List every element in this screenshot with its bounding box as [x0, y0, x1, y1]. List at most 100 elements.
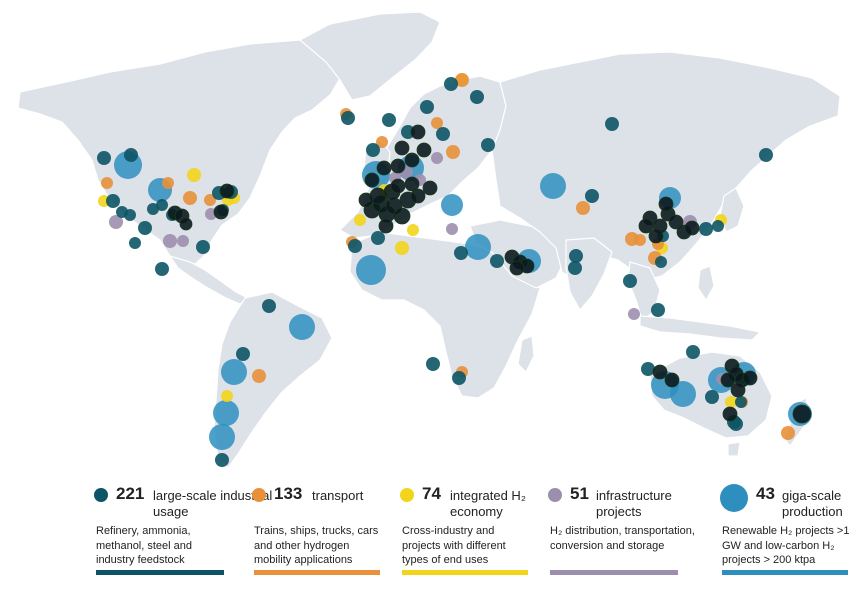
industrial-project-marker [569, 249, 583, 263]
industrial-project-marker [605, 117, 619, 131]
industrial-project-marker [436, 127, 450, 141]
legend-label-giga: giga-scale production [782, 488, 843, 519]
industrial-project-marker [735, 396, 747, 408]
industrial-project-marker [97, 151, 111, 165]
dense-project-marker [664, 372, 680, 388]
legend-dot-industrial [94, 488, 108, 502]
legend-count-giga: 43 [756, 484, 775, 503]
giga-project-marker [540, 173, 566, 199]
industrial-project-marker [585, 189, 599, 203]
industrial-project-marker [215, 453, 229, 467]
giga-project-marker [670, 381, 696, 407]
giga-project-marker [221, 359, 247, 385]
legend-dot-infrastructure [548, 488, 562, 502]
dense-project-marker [509, 260, 525, 276]
industrial-project-marker [568, 261, 582, 275]
dense-project-marker [394, 140, 410, 156]
transport-project-marker [634, 234, 646, 246]
legend-bar-infrastructure [550, 570, 678, 575]
industrial-project-marker [470, 90, 484, 104]
legend-dot-economy [400, 488, 414, 502]
legend-count-economy: 74 [422, 484, 441, 503]
dense-project-marker [416, 142, 432, 158]
industrial-project-marker [341, 111, 355, 125]
industrial-project-marker [452, 371, 466, 385]
economy-project-marker [187, 168, 201, 182]
legend-dot-transport [252, 488, 266, 502]
dense-project-marker [376, 160, 392, 176]
dense-project-marker [364, 172, 380, 188]
industrial-project-marker [138, 221, 152, 235]
legend-label-industrial: large-scale industrial usage [153, 488, 273, 519]
industrial-project-marker [116, 206, 128, 218]
legend-desc-giga: Renewable H₂ projects >1 GW and low-carb… [722, 525, 850, 566]
industrial-project-marker [366, 143, 380, 157]
legend-desc-infrastructure: H₂ distribution, transportation, convers… [550, 525, 695, 552]
dense-project-marker [213, 204, 229, 220]
industrial-project-marker [454, 246, 468, 260]
transport-project-marker [162, 177, 174, 189]
dense-project-marker [722, 406, 738, 422]
infrastructure-project-marker [628, 308, 640, 320]
legend-bar-giga [722, 570, 848, 575]
industrial-project-marker [147, 203, 159, 215]
legend-count-transport: 133 [274, 484, 303, 503]
infrastructure-project-marker [446, 223, 458, 235]
philippines [697, 265, 715, 302]
dense-project-marker [638, 218, 654, 234]
dense-project-marker [404, 152, 420, 168]
dense-project-marker [219, 183, 235, 199]
industrial-project-marker [699, 222, 713, 236]
economy-project-marker [221, 390, 233, 402]
africa [349, 231, 541, 399]
world-map [17, 11, 841, 469]
giga-project-marker [356, 255, 386, 285]
dense-project-marker [390, 158, 406, 174]
industrial-project-marker [124, 148, 138, 162]
central-america [168, 254, 250, 305]
dense-project-marker [792, 404, 812, 424]
industrial-project-marker [759, 148, 773, 162]
dense-project-marker [410, 188, 426, 204]
legend-label-infrastructure: infrastructure projects [596, 488, 672, 519]
transport-project-marker [455, 73, 469, 87]
industrial-project-marker [686, 345, 700, 359]
legend-bar-transport [254, 570, 380, 575]
dense-project-marker [668, 214, 684, 230]
legend-count-industrial: 221 [116, 484, 145, 503]
transport-project-marker [431, 117, 443, 129]
legend-bar-economy [402, 570, 528, 575]
legend-desc-economy: Cross-industry and projects with differe… [402, 525, 506, 566]
industrial-project-marker [155, 262, 169, 276]
transport-project-marker [204, 194, 216, 206]
dense-project-marker [378, 218, 394, 234]
dense-project-marker [410, 124, 426, 140]
dense-project-marker [404, 176, 420, 192]
greenland [298, 11, 441, 101]
legend-label-transport: transport [312, 488, 364, 503]
dense-project-marker [648, 228, 664, 244]
tasmania [727, 441, 741, 457]
legend: 221 large-scale industrial usage Refiner… [0, 482, 863, 607]
economy-project-marker [407, 224, 419, 236]
industrial-project-marker [444, 77, 458, 91]
industrial-project-marker [196, 240, 210, 254]
legend-label-economy: integrated H₂ economy [450, 488, 526, 519]
transport-project-marker [576, 201, 590, 215]
legend-desc-transport: Trains, ships, trucks, cars and other hy… [254, 525, 379, 566]
industrial-project-marker [705, 390, 719, 404]
transport-project-marker [376, 136, 388, 148]
industrial-project-marker [641, 362, 655, 376]
indonesia [639, 315, 762, 341]
industrial-project-marker [129, 237, 141, 249]
legend-bar-industrial [96, 570, 224, 575]
industrial-project-marker [106, 194, 120, 208]
asia [491, 51, 841, 283]
industrial-project-marker [655, 256, 667, 268]
dense-project-marker [720, 372, 736, 388]
giga-project-marker [213, 400, 239, 426]
industrial-project-marker [651, 303, 665, 317]
industrial-project-marker [623, 274, 637, 288]
industrial-project-marker [712, 220, 724, 232]
legend-count-infrastructure: 51 [570, 484, 589, 503]
